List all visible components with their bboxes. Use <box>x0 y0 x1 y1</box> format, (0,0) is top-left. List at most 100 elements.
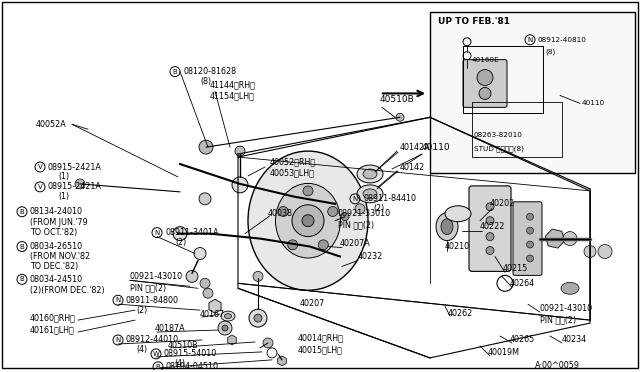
Text: B: B <box>20 276 24 282</box>
Circle shape <box>232 177 248 193</box>
Circle shape <box>249 309 267 327</box>
Text: PIN ピン(2): PIN ピン(2) <box>338 220 374 229</box>
Circle shape <box>584 246 596 257</box>
Text: N: N <box>154 230 159 235</box>
Text: 40215: 40215 <box>503 264 528 273</box>
Text: 41144〈RH〉: 41144〈RH〉 <box>210 80 256 89</box>
Text: 08911-84800: 08911-84800 <box>126 296 179 305</box>
Text: 40510B: 40510B <box>380 95 415 104</box>
Circle shape <box>278 206 288 217</box>
Text: 41154〈LH〉: 41154〈LH〉 <box>210 91 255 100</box>
Text: 40160〈RH〉: 40160〈RH〉 <box>30 314 76 323</box>
Text: 40222: 40222 <box>480 222 506 231</box>
Ellipse shape <box>357 185 383 203</box>
Text: 08915-2421A: 08915-2421A <box>48 163 102 171</box>
Text: 00921-43010: 00921-43010 <box>130 272 183 281</box>
Circle shape <box>486 203 494 211</box>
Text: 08912-44010: 08912-44010 <box>126 336 179 344</box>
Text: 08034-24510: 08034-24510 <box>30 275 83 284</box>
Circle shape <box>288 240 298 250</box>
Circle shape <box>396 113 404 121</box>
Text: (FROM NOV.'82: (FROM NOV.'82 <box>30 252 90 261</box>
Ellipse shape <box>441 219 453 235</box>
Bar <box>430 12 635 173</box>
Text: V: V <box>38 184 42 190</box>
Ellipse shape <box>275 183 340 258</box>
Circle shape <box>186 270 198 282</box>
Text: TO OCT.'82): TO OCT.'82) <box>30 228 77 237</box>
Text: B: B <box>20 209 24 215</box>
Circle shape <box>303 186 313 196</box>
Text: 08034-26510: 08034-26510 <box>30 242 83 251</box>
Text: 40053〈LH〉: 40053〈LH〉 <box>270 169 315 177</box>
Text: (8): (8) <box>545 48 556 55</box>
Text: 40038: 40038 <box>268 209 293 218</box>
Text: (2): (2) <box>175 238 186 247</box>
Circle shape <box>318 240 328 250</box>
Text: 40262: 40262 <box>448 309 473 318</box>
Text: V: V <box>38 164 42 170</box>
Text: 08915-2421A: 08915-2421A <box>48 182 102 191</box>
Text: UP TO FEB.'81: UP TO FEB.'81 <box>438 17 510 26</box>
Text: 40019M: 40019M <box>488 349 520 357</box>
Text: 40207A: 40207A <box>340 239 371 248</box>
Text: PIN ピン(2): PIN ピン(2) <box>540 315 576 325</box>
Circle shape <box>527 255 534 262</box>
Ellipse shape <box>221 311 235 321</box>
Circle shape <box>477 70 493 86</box>
Circle shape <box>486 232 494 241</box>
Circle shape <box>254 314 262 322</box>
Text: 40014〈RH〉: 40014〈RH〉 <box>298 334 344 343</box>
Text: TO DEC.'82): TO DEC.'82) <box>30 262 78 271</box>
FancyBboxPatch shape <box>513 202 542 275</box>
Bar <box>463 46 543 113</box>
Circle shape <box>302 215 314 227</box>
Circle shape <box>75 179 85 189</box>
Ellipse shape <box>363 169 377 179</box>
Text: N: N <box>527 37 532 43</box>
Text: (1): (1) <box>58 192 69 201</box>
Text: 08134-24010: 08134-24010 <box>30 207 83 216</box>
Text: 40265: 40265 <box>510 336 535 344</box>
Text: 00921-43010: 00921-43010 <box>540 304 593 313</box>
Text: 40142: 40142 <box>400 163 425 171</box>
Text: 40161〈LH〉: 40161〈LH〉 <box>30 326 75 334</box>
Text: 40052A: 40052A <box>36 120 67 129</box>
Ellipse shape <box>561 282 579 294</box>
Text: 40187A: 40187A <box>155 324 186 333</box>
Text: 40510B: 40510B <box>168 341 198 350</box>
Circle shape <box>479 87 491 99</box>
Text: 40167: 40167 <box>200 310 225 319</box>
Ellipse shape <box>248 151 368 290</box>
Text: (4): (4) <box>174 359 185 368</box>
Circle shape <box>355 204 365 214</box>
Text: 08263-82010: 08263-82010 <box>474 132 523 138</box>
Text: (2)(FROM DEC.'82): (2)(FROM DEC.'82) <box>30 286 104 295</box>
Circle shape <box>203 288 213 298</box>
Text: STUD スタッド(8): STUD スタッド(8) <box>474 146 524 153</box>
Ellipse shape <box>357 165 383 183</box>
FancyBboxPatch shape <box>463 60 507 108</box>
Text: (2): (2) <box>136 306 147 315</box>
Text: 08912-40810: 08912-40810 <box>538 37 587 43</box>
Text: 08921-33010: 08921-33010 <box>338 209 391 218</box>
Circle shape <box>253 272 263 281</box>
Text: 40232: 40232 <box>358 252 383 261</box>
Ellipse shape <box>363 189 377 199</box>
Ellipse shape <box>225 314 232 318</box>
Circle shape <box>598 244 612 259</box>
Text: 08120-81628: 08120-81628 <box>183 67 236 76</box>
Text: 40202: 40202 <box>490 199 515 208</box>
Text: B: B <box>20 244 24 250</box>
Circle shape <box>527 227 534 234</box>
Text: (1): (1) <box>58 173 69 182</box>
Circle shape <box>199 193 211 205</box>
Text: A·00^0059: A·00^0059 <box>535 361 580 371</box>
Text: 08915-54010: 08915-54010 <box>164 349 217 358</box>
Text: 40052〈RH〉: 40052〈RH〉 <box>270 157 316 167</box>
Text: 08911-84410: 08911-84410 <box>363 194 416 203</box>
Text: B: B <box>156 364 161 370</box>
Text: PIN ピン(2): PIN ピン(2) <box>130 284 166 293</box>
Text: (FROM JUN.'79: (FROM JUN.'79 <box>30 218 88 227</box>
Text: W: W <box>152 351 159 357</box>
